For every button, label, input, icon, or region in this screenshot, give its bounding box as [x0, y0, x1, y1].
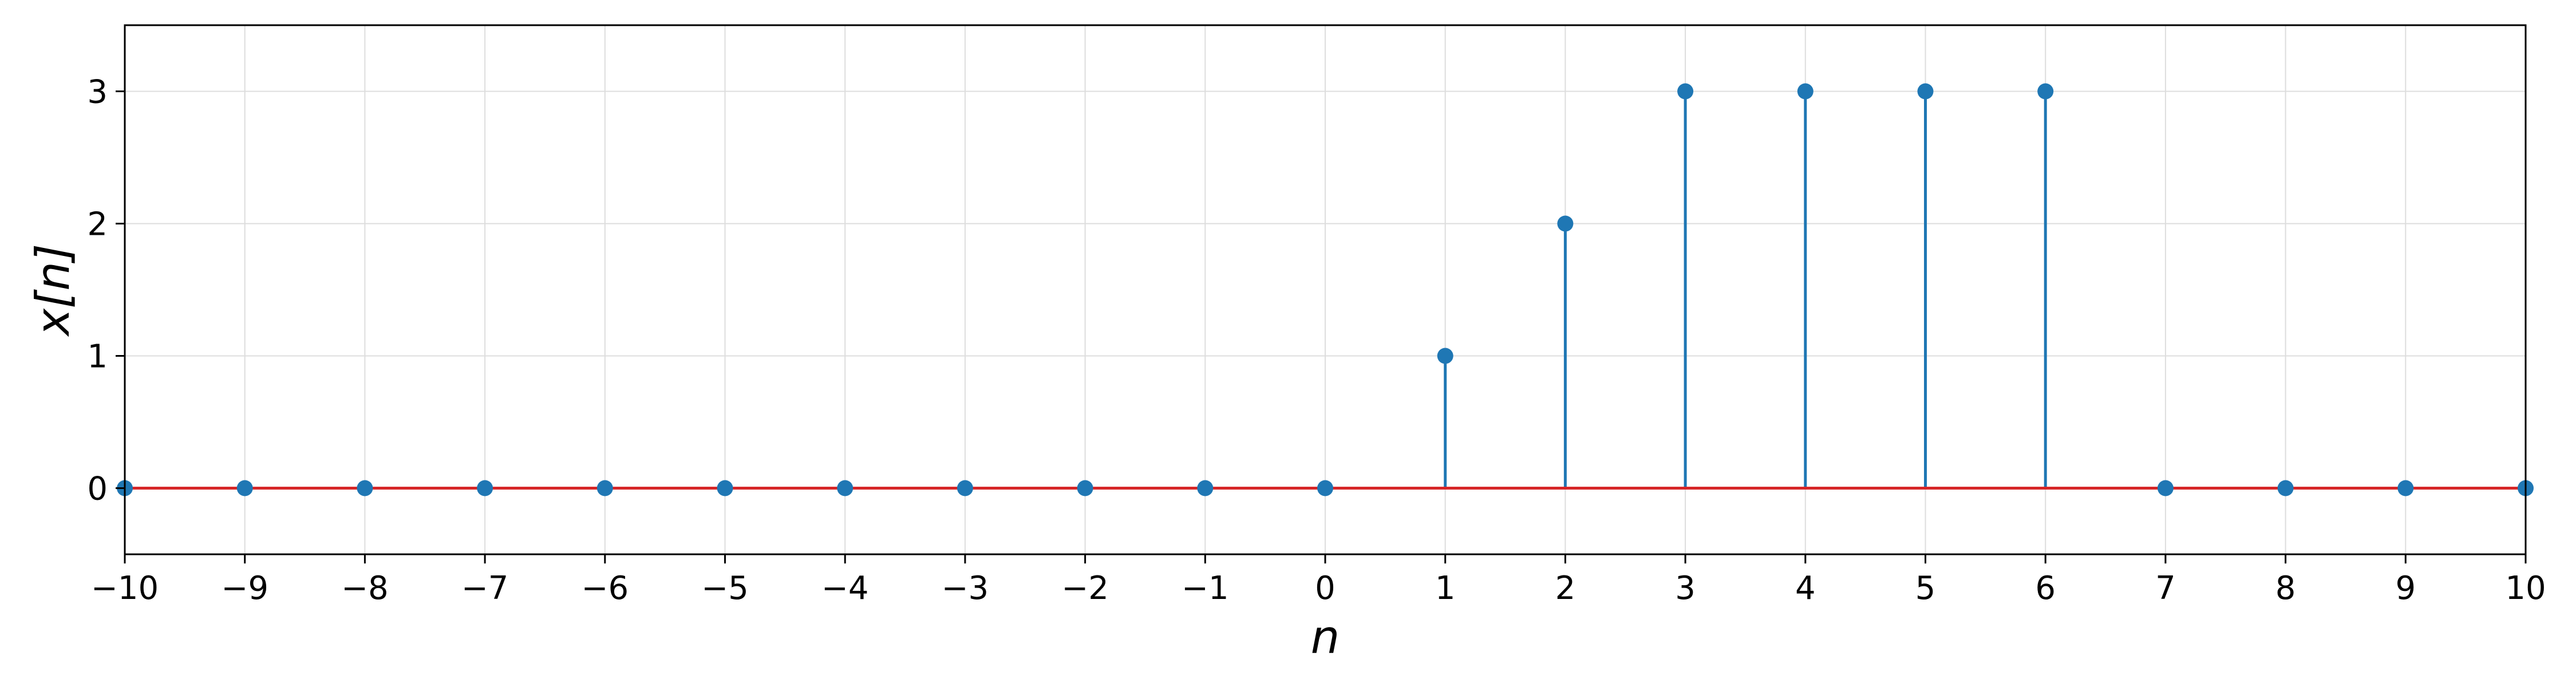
- stem-marker: [596, 480, 613, 496]
- x-tick-label: 1: [1435, 570, 1456, 607]
- x-tick-label: 8: [2275, 570, 2296, 607]
- x-tick-label: −6: [582, 570, 629, 607]
- x-tick-label: 3: [1675, 570, 1696, 607]
- x-tick-label: 2: [1555, 570, 1576, 607]
- x-tick-label: 4: [1795, 570, 1816, 607]
- stem-marker: [2037, 83, 2054, 100]
- x-tick-label: −1: [1182, 570, 1229, 607]
- stem-marker: [1197, 480, 1214, 496]
- x-tick-label: 6: [2035, 570, 2056, 607]
- y-tick-label: 2: [87, 206, 108, 243]
- x-tick-label: −4: [821, 570, 869, 607]
- stem-series: [1444, 91, 2047, 488]
- x-tick-label: −7: [461, 570, 509, 607]
- stem-marker: [2397, 480, 2414, 496]
- x-tick-label: −3: [942, 570, 989, 607]
- x-ticks: −10 −9 −8 −7 −6 −5 −4 −3 −2 −1 0 1 2 3 4 5 6 7 8 9 10: [91, 554, 2546, 607]
- stem-marker: [2277, 480, 2294, 496]
- stem-marker: [1797, 83, 1814, 100]
- stem-marker: [837, 480, 854, 496]
- x-tick-label: −2: [1061, 570, 1109, 607]
- stem-marker: [957, 480, 973, 496]
- x-tick-label: 0: [1315, 570, 1336, 607]
- stem-marker: [236, 480, 253, 496]
- grid: [124, 25, 2526, 554]
- x-tick-label: −9: [221, 570, 268, 607]
- stem-markers: [117, 83, 2534, 496]
- x-tick-label: −5: [701, 570, 749, 607]
- stem-marker: [1677, 83, 1694, 100]
- y-tick-label: 0: [87, 471, 108, 508]
- x-tick-label: 9: [2395, 570, 2416, 607]
- y-axis-label: x[n]: [26, 244, 80, 337]
- stem-marker: [1437, 348, 1453, 364]
- x-tick-label: −8: [341, 570, 389, 607]
- y-ticks: 0 1 2 3: [87, 74, 125, 508]
- y-tick-label: 1: [87, 338, 108, 376]
- x-tick-label: 5: [1915, 570, 1936, 607]
- stem-marker: [477, 480, 493, 496]
- stem-marker: [1077, 480, 1093, 496]
- stem-marker: [1917, 83, 1934, 100]
- y-tick-label: 3: [87, 74, 108, 111]
- stem-marker: [2157, 480, 2174, 496]
- x-tick-label: −10: [91, 570, 159, 607]
- stem-marker: [357, 480, 373, 496]
- stem-marker: [1557, 215, 1574, 232]
- x-axis-label: n: [1311, 610, 1340, 664]
- x-tick-label: 7: [2155, 570, 2176, 607]
- stem-marker: [1317, 480, 1333, 496]
- stem-marker: [717, 480, 733, 496]
- x-tick-label: 10: [2505, 570, 2546, 607]
